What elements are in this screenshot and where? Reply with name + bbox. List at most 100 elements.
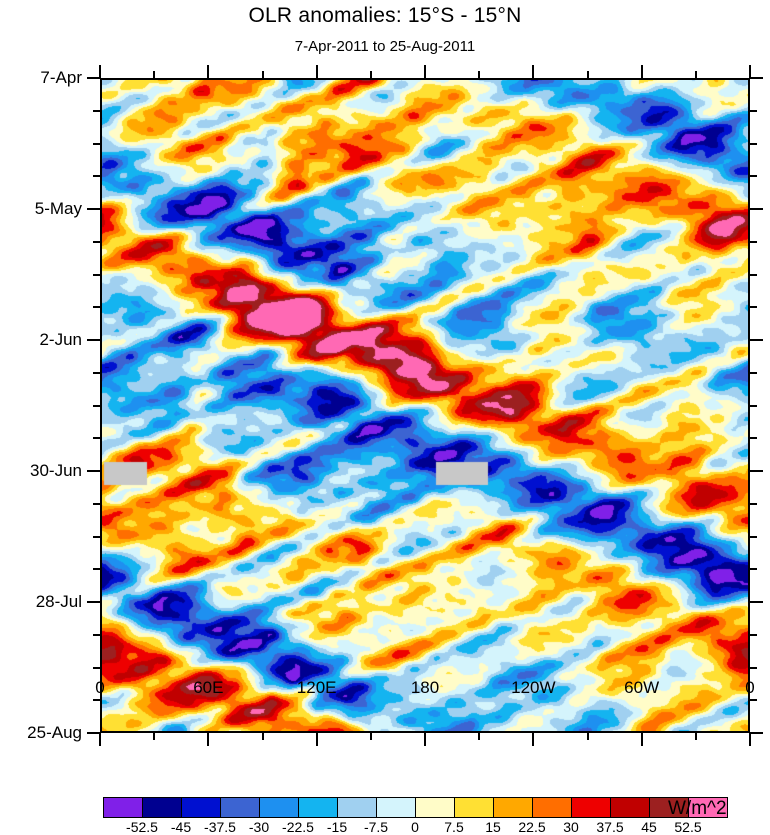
x-axis-tick-label: 120W (511, 678, 556, 697)
y-minor-tick (93, 371, 100, 374)
colorbar-tick-label: 7.5 (444, 819, 464, 835)
y-minor-tick (750, 273, 757, 276)
colorbar-swatch (182, 798, 221, 817)
colorbar-swatch (650, 798, 689, 817)
x-major-tick (99, 733, 101, 746)
y-major-tick (750, 470, 763, 472)
colorbar-swatch (533, 798, 572, 817)
y-major-tick (750, 601, 763, 603)
x-axis-tick-label: 60E (193, 678, 224, 697)
y-axis-tick-label: 2-Jun (39, 330, 82, 349)
colorbar-swatch (494, 798, 533, 817)
y-minor-tick (93, 142, 100, 145)
x-minor-tick (586, 71, 589, 78)
y-minor-tick (750, 371, 757, 374)
colorbar-tick-label: 45 (641, 819, 657, 835)
y-minor-tick (93, 699, 100, 702)
x-minor-tick (153, 733, 156, 740)
x-minor-tick (153, 71, 156, 78)
colorbar-tick-label: -22.5 (282, 819, 314, 835)
colorbar-units-label: W/m^2 (668, 798, 727, 819)
colorbar-swatch (260, 798, 299, 817)
y-minor-tick (93, 633, 100, 636)
x-minor-tick (478, 71, 481, 78)
chart-subtitle: 7-Apr-2011 to 25-Aug-2011 (294, 38, 476, 55)
y-minor-tick (93, 306, 100, 309)
colorbar (103, 797, 728, 818)
y-minor-tick (93, 175, 100, 178)
y-minor-tick (750, 306, 757, 309)
y-minor-tick (93, 666, 100, 669)
x-axis-tick-label: 120E (296, 678, 337, 697)
y-minor-tick (750, 404, 757, 407)
y-minor-tick (93, 437, 100, 440)
y-minor-tick (750, 633, 757, 636)
x-minor-tick (261, 733, 264, 740)
chart-title: OLR anomalies: 15°S - 15°N (248, 4, 522, 27)
x-major-tick (640, 65, 643, 78)
y-minor-tick (750, 666, 757, 669)
x-major-tick (315, 65, 318, 78)
x-major-tick (640, 733, 643, 746)
colorbar-tick-label: -45 (170, 819, 192, 835)
y-axis-tick-label: 30-Jun (30, 461, 82, 480)
hovmoller-plot-area (87, 65, 763, 746)
x-minor-tick (586, 733, 589, 740)
colorbar-swatch (221, 798, 260, 817)
x-major-tick (532, 733, 535, 746)
y-major-tick (87, 470, 100, 472)
y-minor-tick (750, 175, 757, 178)
colorbar-tick-label: 37.5 (596, 819, 624, 835)
y-axis-tick-label: 28-Jul (35, 592, 82, 611)
colorbar-tick-label: 30 (563, 819, 579, 835)
x-major-tick (207, 65, 210, 78)
y-major-tick (87, 339, 100, 341)
colorbar-tick-label: 15 (485, 819, 501, 835)
y-major-tick (87, 208, 100, 210)
colorbar-tick-label: 22.5 (518, 819, 546, 835)
y-minor-tick (750, 109, 757, 112)
y-major-tick (87, 77, 100, 79)
y-minor-tick (750, 568, 757, 571)
x-minor-tick (369, 733, 372, 740)
x-axis-tick-label: 180 (410, 678, 440, 697)
x-minor-tick (478, 733, 481, 740)
y-minor-tick (93, 502, 100, 505)
colorbar-tick-label: 52.5 (674, 819, 702, 835)
x-axis-tick-label: 0 (95, 678, 105, 697)
x-minor-tick (694, 71, 697, 78)
y-minor-tick (750, 240, 757, 243)
y-minor-tick (93, 568, 100, 571)
colorbar-tick-label: -15 (326, 819, 348, 835)
colorbar-swatch (143, 798, 182, 817)
colorbar-tick-label: -37.5 (204, 819, 236, 835)
x-minor-tick (369, 71, 372, 78)
hovmoller-heatmap-canvas (100, 78, 750, 733)
x-major-tick (207, 733, 210, 746)
y-axis-tick-label: 5-May (34, 199, 82, 218)
colorbar-swatch (338, 798, 377, 817)
colorbar-swatch (299, 798, 338, 817)
x-major-tick (532, 65, 535, 78)
x-minor-tick (694, 733, 697, 740)
x-axis-tick-label: 60W (624, 678, 660, 697)
colorbar-tick-label: -7.5 (363, 819, 389, 835)
colorbar-tick-label: -52.5 (126, 819, 158, 835)
y-minor-tick (93, 109, 100, 112)
y-major-tick (750, 77, 763, 79)
colorbar-swatch (416, 798, 455, 817)
y-minor-tick (93, 240, 100, 243)
colorbar-tick-label: 0 (411, 819, 419, 835)
y-major-tick (750, 208, 763, 210)
y-axis-tick-label: 7-Apr (40, 68, 82, 87)
y-minor-tick (93, 535, 100, 538)
x-major-tick (424, 65, 426, 78)
y-major-tick (750, 732, 763, 734)
x-major-tick (749, 65, 751, 78)
y-minor-tick (93, 404, 100, 407)
colorbar-swatch (455, 798, 494, 817)
colorbar-tick-label: -30 (248, 819, 270, 835)
y-major-tick (87, 601, 100, 603)
x-minor-tick (261, 71, 264, 78)
y-axis-tick-label: 25-Aug (27, 723, 82, 742)
